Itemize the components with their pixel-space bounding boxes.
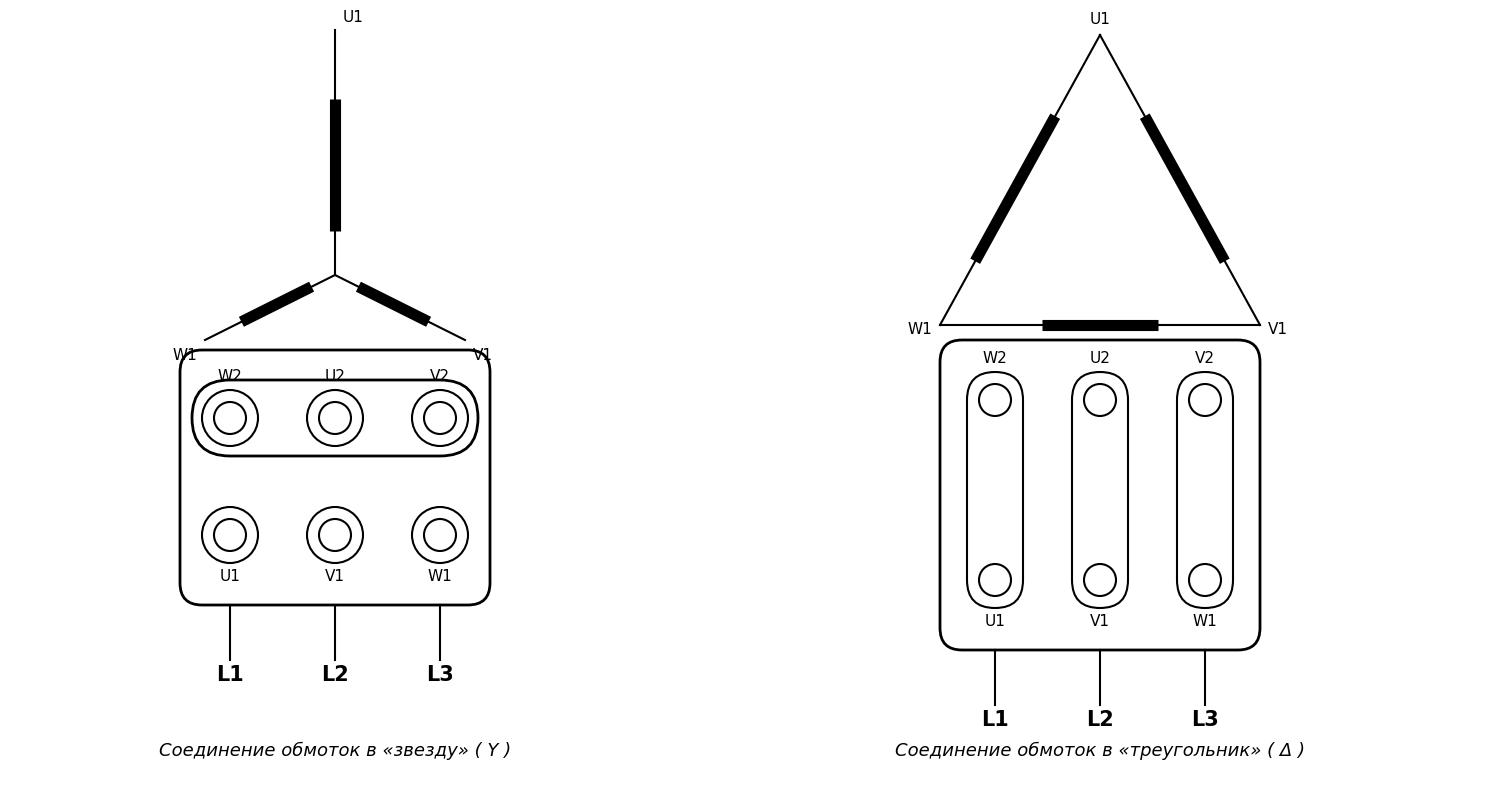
Circle shape	[214, 519, 246, 551]
Text: V2: V2	[1196, 351, 1215, 366]
Circle shape	[1190, 564, 1221, 596]
Circle shape	[308, 507, 363, 563]
Circle shape	[413, 507, 468, 563]
Text: L2: L2	[1086, 710, 1114, 730]
Circle shape	[413, 390, 468, 446]
Text: U1: U1	[219, 569, 240, 584]
Text: W1: W1	[427, 569, 453, 584]
Circle shape	[1084, 564, 1116, 596]
Circle shape	[320, 402, 351, 434]
Text: W1: W1	[908, 323, 932, 337]
Circle shape	[980, 384, 1011, 416]
Text: U1: U1	[1089, 12, 1110, 27]
Text: U1: U1	[344, 10, 364, 25]
Circle shape	[980, 564, 1011, 596]
Circle shape	[424, 402, 456, 434]
Text: Соединение обмоток в «треугольник» ( Δ ): Соединение обмоток в «треугольник» ( Δ )	[896, 741, 1305, 760]
FancyBboxPatch shape	[1072, 372, 1128, 608]
Text: L3: L3	[426, 665, 454, 685]
Circle shape	[424, 519, 456, 551]
FancyBboxPatch shape	[940, 340, 1260, 650]
Text: L3: L3	[1191, 710, 1219, 730]
Text: W1: W1	[1192, 614, 1218, 629]
Text: L2: L2	[321, 665, 350, 685]
Text: L1: L1	[981, 710, 1010, 730]
Circle shape	[1084, 384, 1116, 416]
Text: U2: U2	[1089, 351, 1110, 366]
Text: L1: L1	[216, 665, 244, 685]
Text: V1: V1	[1090, 614, 1110, 629]
Text: W2: W2	[217, 369, 243, 384]
Text: W2: W2	[982, 351, 1008, 366]
Text: V1: V1	[472, 348, 494, 363]
Circle shape	[202, 507, 258, 563]
Text: V1: V1	[1268, 323, 1288, 337]
FancyBboxPatch shape	[180, 350, 490, 605]
FancyBboxPatch shape	[1178, 372, 1233, 608]
Circle shape	[308, 390, 363, 446]
Text: W1: W1	[172, 348, 196, 363]
FancyBboxPatch shape	[968, 372, 1023, 608]
Circle shape	[1190, 384, 1221, 416]
Text: Соединение обмоток в «звезду» ( Y ): Соединение обмоток в «звезду» ( Y )	[159, 741, 512, 760]
Text: U2: U2	[324, 369, 345, 384]
FancyBboxPatch shape	[192, 380, 478, 456]
Circle shape	[202, 390, 258, 446]
Text: V1: V1	[326, 569, 345, 584]
Text: V2: V2	[430, 369, 450, 384]
Circle shape	[320, 519, 351, 551]
Text: U1: U1	[984, 614, 1005, 629]
Circle shape	[214, 402, 246, 434]
